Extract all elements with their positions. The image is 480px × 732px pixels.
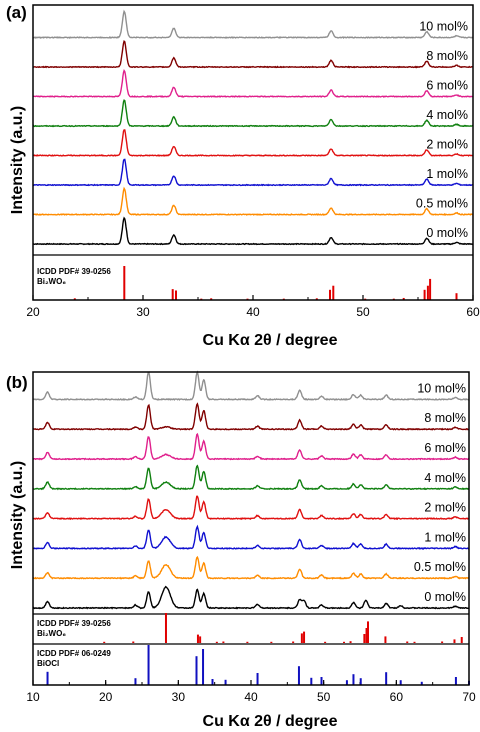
trace-4-mol-	[32, 464, 470, 491]
panel-b-traces	[32, 370, 470, 610]
x-tick-label: 50	[317, 690, 331, 704]
trace-0-mol-	[33, 216, 474, 246]
trace-10-mol-	[33, 370, 470, 401]
trace-1-mol-	[32, 158, 474, 187]
panel-a-xlabel: Cu Kα 2θ / degree	[203, 332, 338, 349]
x-tick-label: 40	[246, 305, 260, 319]
series-label: 8 mol%	[426, 49, 468, 63]
panel-b-label: (b)	[6, 373, 28, 392]
panel-a-traces	[32, 9, 474, 246]
trace-8-mol-	[32, 39, 474, 69]
trace-6-mol-	[32, 69, 474, 98]
panel-b-ylabel: Intensity (a.u.)	[9, 461, 26, 569]
trace-2-mol-	[32, 129, 474, 157]
trace-2-mol-	[32, 495, 470, 521]
trace-1-mol-	[32, 524, 470, 550]
series-label: 0.5 mol%	[414, 560, 466, 574]
series-label: 1 mol%	[424, 530, 466, 544]
series-label: 6 mol%	[426, 79, 468, 93]
panel-b-series-labels: 0 mol% 0.5 mol% 1 mol% 2 mol% 4 mol% 6 mol% 8 …	[414, 381, 466, 604]
x-tick-label: 70	[462, 690, 476, 704]
panel-a-label: (a)	[6, 3, 27, 22]
x-tick-label: 40	[244, 690, 258, 704]
panel-a-ref-lines	[73, 266, 458, 300]
panel-b-ref1-lines	[103, 613, 463, 643]
x-tick-label: 20	[99, 690, 113, 704]
panel-b-ticks: 10 20 30 40 50 60 70	[26, 680, 476, 704]
panel-a: (a) Intensity (a.u.) Cu Kα 2θ / degree 2…	[6, 3, 480, 349]
series-label: 6 mol%	[424, 441, 466, 455]
panel-b-frame	[32, 371, 470, 686]
panel-b-ref2-formula: BiOCl	[37, 659, 59, 668]
panel-b-xlabel: Cu Kα 2θ / degree	[203, 713, 338, 730]
series-label: 10 mol%	[417, 381, 466, 395]
trace-4-mol-	[32, 99, 474, 128]
series-label: 0 mol%	[424, 590, 466, 604]
trace-6-mol-	[32, 432, 470, 461]
trace-0-5-mol-	[32, 555, 470, 580]
x-tick-label: 10	[26, 690, 40, 704]
series-label: 2 mol%	[424, 501, 466, 515]
x-tick-label: 20	[26, 305, 40, 319]
panel-a-ylabel: Intensity (a.u.)	[9, 106, 26, 214]
x-tick-label: 30	[136, 305, 150, 319]
panel-a-ticks: 20 30 40 50 60	[26, 295, 480, 319]
panel-b-reference-2: ICDD PDF# 06-0249 BiOCl	[33, 643, 470, 685]
panel-a-series-labels: 0 mol% 0.5 mol% 1 mol% 2 mol% 4 mol% 6 mol% 8 …	[416, 20, 468, 241]
x-tick-label: 60	[466, 305, 480, 319]
series-label: 0.5 mol%	[416, 197, 468, 211]
panel-b: (b) Intensity (a.u.) Cu Kα 2θ / degree 1…	[6, 370, 476, 730]
trace-8-mol-	[32, 402, 469, 431]
series-label: 8 mol%	[424, 411, 466, 425]
panel-a-frame	[32, 4, 474, 301]
series-label: 4 mol%	[426, 108, 468, 122]
series-label: 10 mol%	[419, 20, 468, 34]
panel-a-ref-title: ICDD PDF# 39-0256	[37, 267, 111, 276]
x-tick-label: 50	[356, 305, 370, 319]
panel-b-ref2-title: ICDD PDF# 06-0249	[37, 649, 111, 658]
trace-10-mol-	[32, 9, 473, 40]
series-label: 0 mol%	[426, 226, 468, 240]
series-label: 1 mol%	[426, 167, 468, 181]
series-label: 4 mol%	[424, 471, 466, 485]
trace-0-mol-	[32, 585, 469, 610]
panel-a-reference: ICDD PDF# 39-0256 Bi₂WO₆	[33, 254, 473, 300]
panel-b-ref2-lines	[46, 645, 470, 685]
panel-b-ref1-title: ICDD PDF# 39-0256	[37, 619, 111, 628]
panel-b-ref1-formula: Bi₂WO₆	[37, 629, 66, 638]
panel-a-ref-formula: Bi₂WO₆	[37, 277, 66, 286]
x-tick-label: 30	[172, 690, 186, 704]
trace-0-5-mol-	[32, 186, 474, 216]
x-tick-label: 60	[390, 690, 404, 704]
series-label: 2 mol%	[426, 138, 468, 152]
panel-b-reference-1: ICDD PDF# 39-0256 Bi₂WO₆	[33, 613, 469, 643]
